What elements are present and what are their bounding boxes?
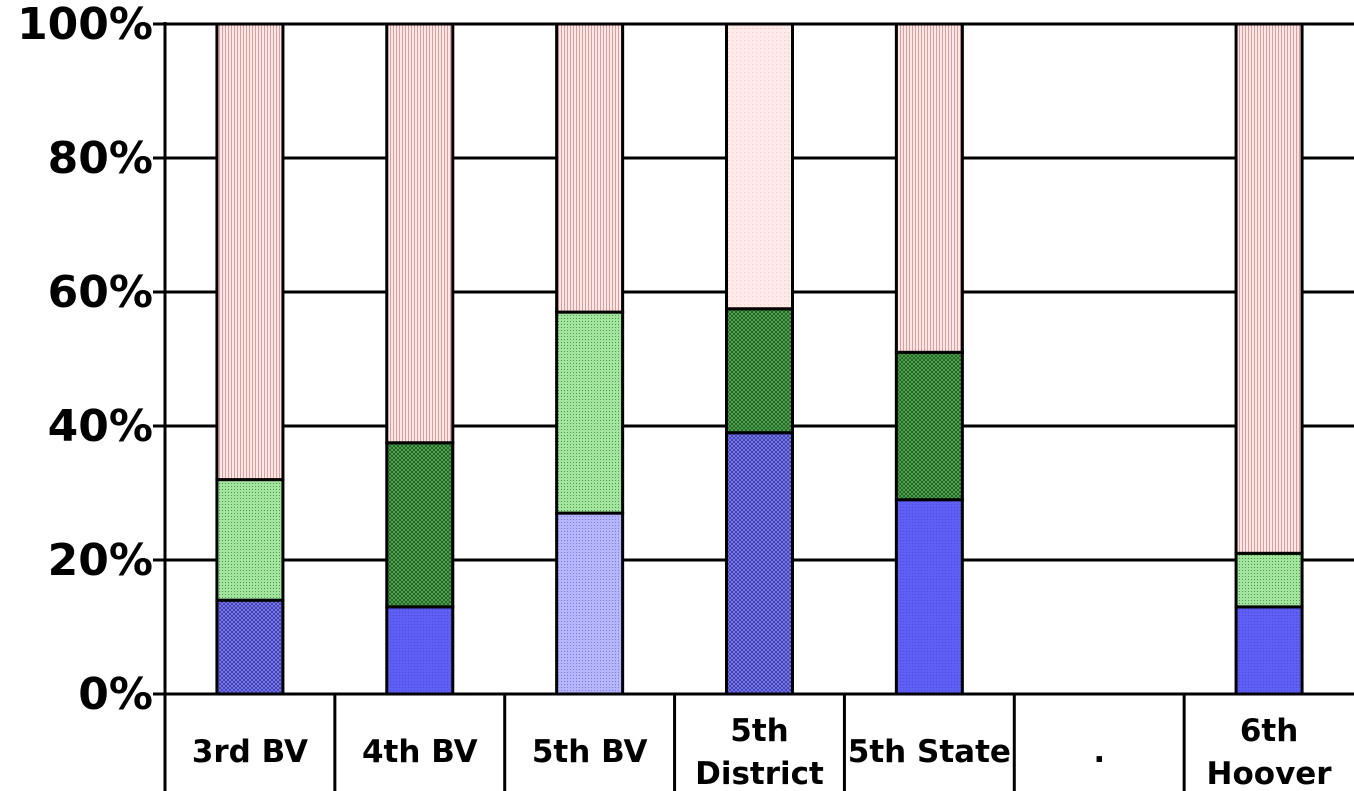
x-tick-label-line: 6th: [1240, 713, 1298, 749]
x-tick-label: 5th BV: [532, 734, 648, 770]
bar-segment: [385, 441, 455, 609]
bar-segment: [215, 598, 285, 696]
x-tick-label-line: District: [695, 756, 824, 791]
bar-segment: [894, 350, 964, 502]
bar-segment: [555, 22, 625, 314]
x-tick-labels: 3rd BV 4th BV 5th BV 5th District 5th State . 6…: [192, 713, 1332, 791]
bar-segment: [894, 498, 964, 696]
y-tick-label: 20%: [48, 535, 153, 586]
bar-segment: [385, 605, 455, 696]
bar-segment: [385, 22, 455, 445]
bar-segment: [555, 511, 625, 696]
bar-segment: [725, 431, 794, 696]
y-tick-label: 40%: [48, 401, 153, 452]
bar-segment: [215, 478, 285, 602]
bar-segment: [555, 310, 625, 515]
bar-segment: [1234, 605, 1304, 696]
axes: [163, 22, 1354, 791]
x-tick-label: 6th Hoover: [1207, 713, 1333, 791]
x-tick-label-line: 5th: [730, 713, 788, 749]
x-tick-label: .: [1093, 734, 1105, 770]
x-tick-label: 5th State: [848, 734, 1011, 770]
x-tick-label-line: Hoover: [1207, 756, 1333, 791]
bar-segment: [215, 22, 285, 482]
bar-segment: [1234, 551, 1304, 609]
y-tick-label: 80%: [48, 133, 153, 184]
x-tick-label: 3rd BV: [192, 734, 308, 770]
y-tick-label: 0%: [78, 669, 153, 720]
y-tick-label: 60%: [48, 267, 153, 318]
x-tick-label: 4th BV: [362, 734, 478, 770]
y-tick-labels: 0% 20% 40% 60% 80% 100%: [17, 0, 153, 720]
bar-segment: [725, 307, 794, 435]
bar-segment: [725, 22, 794, 311]
bar-segment: [894, 22, 964, 354]
bars: [215, 22, 1304, 696]
bar-segment: [1234, 22, 1304, 555]
y-tick-label: 100%: [17, 0, 153, 50]
x-tick-label: 5th District: [695, 713, 824, 791]
